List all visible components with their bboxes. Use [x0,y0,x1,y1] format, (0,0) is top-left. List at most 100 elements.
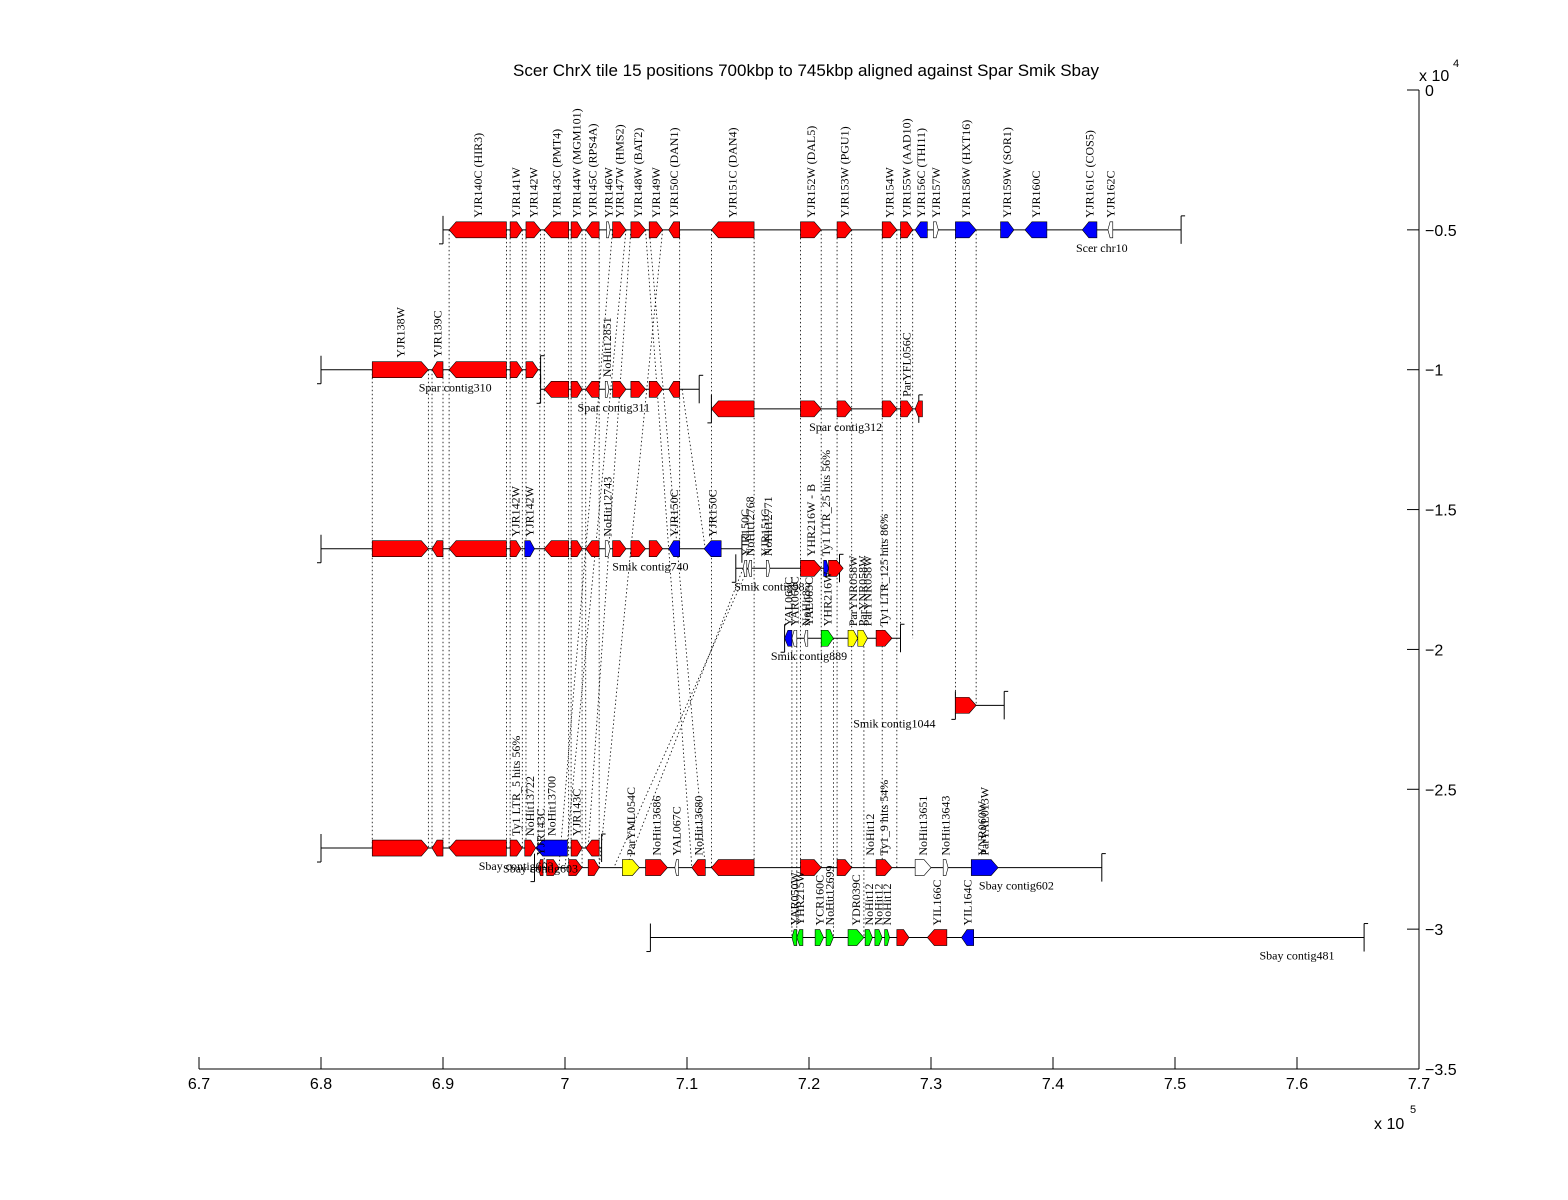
gene-label: Ty1 LTR_5 hits 56% [509,736,523,836]
contig-label: Spar contig310 [419,381,492,395]
gene-arrow-nohit12771 [765,560,771,577]
gene-label: YAR050W [787,872,801,926]
x-axis-exponent: x 10 [1374,1116,1404,1133]
x-tick-label: 6.8 [310,1076,332,1093]
gene-arrow-red [543,380,569,398]
x-tick-label: 7.6 [1286,1076,1308,1093]
gene-arrow-nohit12 [864,929,873,946]
y-axis-exponent: x 10 [1419,68,1449,85]
gene-label: ParYAL013W [978,786,992,855]
gene-arrow-red [955,697,977,714]
gene-label: YHR215W [793,870,807,925]
gene-arrow-red [371,839,429,857]
gene-label: YJR141W [509,167,523,218]
y-tick-label: 0 [1425,83,1434,100]
gene-label: YJR158W (HXT16) [959,120,973,218]
gene-label: YJR146W [601,167,615,218]
gene-label: YJR160C [1029,171,1043,218]
gene-arrow-red [711,400,755,418]
y-axis: 0 −0.5 −1 −1.5 −2 −2.5 −3 −3.5 x 10 4 [1407,58,1459,1079]
gene-label: YJR143C [534,808,548,855]
gene-arrow-yjr141w [509,221,523,239]
gene-arrow-yil166c [926,929,948,946]
gene-arrow-red [836,400,853,418]
gene-arrow-yjr157w [933,221,939,239]
gene-arrow-red [630,380,646,398]
gene-label: YJR161C (COS5) [1083,130,1097,218]
gene-label: YIL166C [930,880,944,926]
gene-arrow-red [509,361,523,379]
gene-arrow-red [896,929,910,946]
gene-label: YHR216W - B [804,484,818,556]
x-tick-label: 7.3 [920,1076,942,1093]
gene-arrow-yhr216w [820,629,834,647]
gene-arrow-yjr151c-dan4 [711,221,755,239]
gene-label: YJR147W (HMS2) [612,124,626,217]
gene-label: YJR142W [526,167,540,218]
contig-label: Scer chr10 [1076,241,1128,255]
gene-label: YJR154W [883,167,897,218]
gene-label: NoHit12851 [600,317,614,377]
y-tick-label: −1 [1425,363,1443,380]
extra-label: ParYNR058W [861,555,875,626]
gene-arrows [371,221,1114,946]
gene-arrow-yjr162c [1107,221,1114,239]
gene-label: YJR138W [393,306,407,357]
gene-label: NoHit12699 [823,866,837,926]
gene-arrow-red [371,540,429,558]
gene-arrow-parynr058w [857,629,868,647]
gene-arrow-red [585,839,600,857]
gene-arrow-yjr142w [524,540,535,558]
gene-arrow-nohit8 [803,629,809,647]
gene-arrow-paryfl056c [900,400,914,418]
gene-label: NoHit12771 [761,496,775,556]
gene-label: ParYFL056C [900,332,914,397]
x-tick-label: 7.1 [676,1076,698,1093]
gene-label: ParYML054C [624,787,638,856]
gene-arrow-yjr150c [668,540,680,558]
gene-arrow-yjr149w [648,221,663,239]
y-axis-exponent-power: 4 [1453,58,1459,70]
gene-label: NoHit12 [872,884,886,926]
chart-title: Scer ChrX tile 15 positions 700kbp to 74… [513,61,1099,80]
y-tick-label: −3 [1425,922,1443,939]
gene-arrow-yjr150c [742,560,748,577]
y-tick-label: −2 [1425,642,1443,659]
gene-arrow-paryal013w [970,859,999,876]
gene-label: YCR160C [812,875,826,926]
gene-label: YJR151C (DAN4) [726,128,740,218]
gene-label: YDR039C [849,874,863,925]
gene-label: NoHit13700 [545,776,559,836]
gene-arrow-ty1-9-hits-54 [875,859,893,876]
contig-label: Spar contig311 [578,400,651,414]
gene-arrow-yjr148w-bat2 [630,221,646,239]
gene-label: YJR155W (AAD10) [900,118,914,217]
gene-label: YJR149W [649,167,663,218]
gene-label: Ty1_9 hits 54% [877,780,891,856]
extra-label: YNR060W [975,800,989,855]
y-tick-label: −2.5 [1425,782,1457,799]
gene-label: NoHit8 [799,590,813,626]
gene-arrow-yjr158w-hxt16 [955,221,977,239]
gene-arrow-yjr143c [537,859,544,876]
gene-arrow-yal067c [674,859,679,876]
gene-arrow-red [525,361,539,379]
gene-arrow-nohit13700 [535,839,568,857]
gene-label: YJR150C [706,489,720,536]
gene-arrow-yjr155w-aad10 [900,221,914,239]
alignment-line [587,229,632,849]
gene-arrow-yhr215w [796,929,804,946]
gene-arrow-red [431,540,444,558]
gene-arrow-red [546,859,560,876]
gene-arrow-yjr156c-thi11 [914,221,928,239]
x-axis: 6.7 6.8 6.9 7 7.1 7.2 7.3 7.4 7.5 7.6 7.7 x 10 5 [188,1057,1430,1133]
gene-arrow-red [612,380,627,398]
gene-label: YJR143C [570,789,584,836]
gene-arrow-nohit13651 [914,859,932,876]
alignment-line [625,568,744,868]
gene-arrow-nohit12699 [825,929,834,946]
gene-arrow-yjr143c [570,839,583,857]
extra-label: YAL063C [802,577,816,626]
gene-arrow-yjr147w-hms2 [612,221,627,239]
gene-label: Ty1 LTR_25 hits 56% [819,450,833,556]
